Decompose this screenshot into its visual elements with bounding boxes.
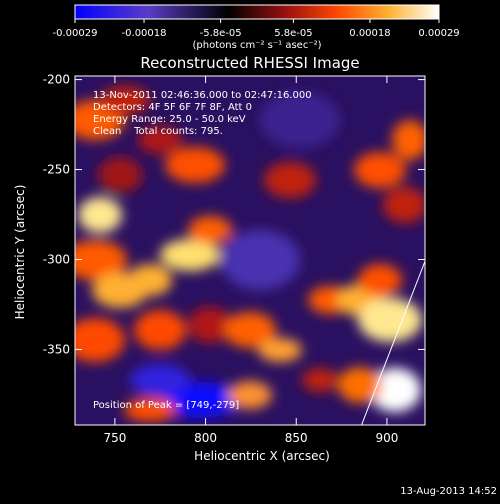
intensity-blob: [354, 152, 406, 188]
colorbar-tick-label: -0.00018: [122, 28, 167, 39]
intensity-blob: [383, 187, 425, 223]
intensity-blob: [134, 310, 186, 350]
intensity-blob: [75, 318, 125, 362]
solar-limb-line: [361, 261, 425, 425]
intensity-blob: [124, 398, 176, 422]
intensity-blob: [188, 307, 232, 343]
colorbar-tick-label: 0.00018: [349, 28, 390, 39]
intensity-blob: [78, 197, 122, 233]
intensity-blob: [220, 230, 300, 290]
intensity-blob: [224, 312, 276, 348]
intensity-blob: [258, 338, 302, 362]
intensity-blob: [358, 298, 422, 342]
y-axis-label: Heliocentric Y (arcsec): [13, 185, 27, 320]
colorbar-tick-label: -0.00029: [53, 28, 98, 39]
intensity-blob: [358, 264, 402, 296]
intensity-blob: [160, 239, 220, 271]
intensity-blob: [138, 126, 182, 154]
annotation-detectors: Detectors: 4F 5F 6F 7F 8F, Att 0: [93, 102, 252, 113]
colorbar-tick-label: 5.8e-05: [274, 28, 312, 39]
colorbar: [74, 4, 440, 20]
y-tick-label: -300: [43, 252, 70, 266]
colorbar-tick-label: 0.00029: [418, 28, 459, 39]
x-tick-label: 850: [285, 431, 308, 445]
intensity-blob: [128, 264, 172, 296]
intensity-blob: [228, 381, 272, 409]
intensity-blob: [302, 368, 338, 392]
chart-title: Reconstructed RHESSI Image: [140, 54, 359, 72]
intensity-blob: [98, 157, 142, 193]
y-tick-label: -350: [43, 342, 70, 356]
colorbar-unit-label: (photons cm⁻² s⁻¹ asec⁻²): [192, 40, 321, 51]
x-tick-label: 800: [194, 431, 217, 445]
intensity-blob: [264, 162, 316, 198]
x-tick-label: 750: [103, 431, 126, 445]
annotation-peak-position: Position of Peak = [749,-279]: [93, 400, 239, 411]
timestamp: 13-Aug-2013 14:52: [400, 486, 497, 497]
intensity-blob: [369, 368, 421, 412]
intensity-blob: [260, 92, 340, 148]
intensity-blob: [130, 364, 190, 396]
intensity-blob: [75, 240, 127, 280]
intensity-blob: [188, 216, 232, 244]
annotation-method: Clean Total counts: 795.: [93, 126, 223, 137]
annotation-time-range: 13-Nov-2011 02:46:36.000 to 02:47:16.000: [93, 90, 312, 101]
x-axis-label: Heliocentric X (arcsec): [194, 449, 330, 463]
annotation-energy-range: Energy Range: 25.0 - 50.0 keV: [93, 114, 246, 125]
x-tick-label: 900: [375, 431, 398, 445]
y-tick-label: -250: [43, 163, 70, 177]
plot-frame: [74, 75, 426, 426]
y-tick-label: -200: [43, 73, 70, 87]
intensity-blob: [392, 120, 425, 160]
intensity-blob: [338, 367, 382, 403]
intensity-blob: [100, 86, 150, 114]
axis-ticks: 750 800 850 900 -350 -300 -250 -200: [43, 73, 425, 445]
intensity-map: [75, 86, 425, 422]
intensity-blob: [165, 147, 225, 183]
colorbar-ticks: -0.00029 -0.00018 -5.8e-05 5.8e-05 0.00018 0.…: [53, 19, 460, 39]
colorbar-tick-label: -5.8e-05: [200, 28, 242, 39]
